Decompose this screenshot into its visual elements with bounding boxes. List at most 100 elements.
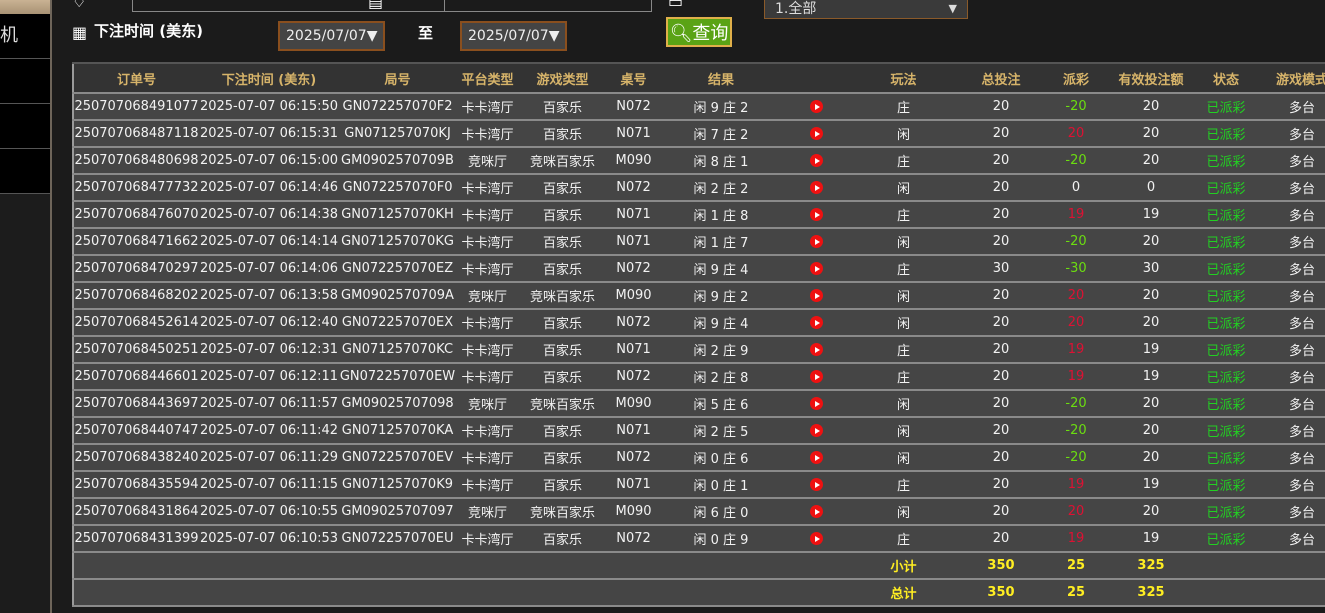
result-cell: 闲 9 庄 2: [661, 282, 781, 310]
play-video-icon[interactable]: [809, 478, 823, 491]
platform-type-cell: 卡卡湾厅: [456, 120, 519, 148]
play-video-icon[interactable]: [809, 289, 823, 302]
bet-type-cell: 闲: [851, 282, 956, 310]
status-cell: 已派彩: [1196, 120, 1256, 148]
total-bet-cell: 20: [956, 309, 1046, 337]
game-type-cell: 竞咪百家乐: [519, 147, 606, 175]
bet-type-cell: 庄: [851, 255, 956, 283]
sidebar-item[interactable]: [0, 104, 50, 149]
play-video-icon[interactable]: [809, 316, 823, 329]
bet-time-cell: 2025-07-07 06:14:46: [199, 174, 339, 202]
platform-type-cell: 卡卡湾厅: [456, 201, 519, 229]
round-id-cell: GN071257070K9: [339, 471, 456, 499]
payout-cell: -20: [1046, 147, 1106, 175]
bet-records-table: 订单号 下注时间 (美东) 局号 平台类型 游戏类型 桌号 结果 玩法 总投注 派彩 有效投注额 状态…: [72, 62, 1325, 607]
table-id-cell: N072: [606, 174, 661, 202]
sidebar: 机: [0, 0, 52, 613]
sidebar-item[interactable]: [0, 149, 50, 194]
replay-cell: [781, 498, 851, 526]
table-row: 250707068491077 2025-07-07 06:15:50 GN0722…: [73, 93, 1325, 121]
sidebar-item[interactable]: 机: [0, 14, 50, 59]
total-bet-cell: 20: [956, 498, 1046, 526]
replay-cell: [781, 471, 851, 499]
table-id-cell: M090: [606, 282, 661, 310]
play-video-icon[interactable]: [809, 505, 823, 518]
platform-type-cell: 卡卡湾厅: [456, 174, 519, 202]
replay-cell: [781, 120, 851, 148]
order-id-cell: 250707068435594: [73, 471, 199, 499]
play-video-icon[interactable]: [809, 370, 823, 383]
play-video-icon[interactable]: [809, 181, 823, 194]
total-bet-cell: 20: [956, 282, 1046, 310]
date-to-picker[interactable]: 2025/07/07▼: [460, 21, 568, 51]
table-row: 250707068440747 2025-07-07 06:11:42 GN0712…: [73, 417, 1325, 445]
table-id-cell: N071: [606, 471, 661, 499]
location-icon: ♢: [72, 0, 87, 11]
game-mode-cell: 多台: [1256, 282, 1325, 310]
order-id-cell: 250707068438240: [73, 444, 199, 472]
play-video-icon[interactable]: [809, 451, 823, 464]
empty-cell: [73, 552, 851, 580]
game-mode-cell: 多台: [1256, 174, 1325, 202]
game-type-cell: 百家乐: [519, 120, 606, 148]
play-video-icon[interactable]: [809, 100, 823, 113]
document-icon: ▤: [368, 0, 384, 11]
payout-cell: 0: [1046, 174, 1106, 202]
platform-select[interactable]: 1.全部 ▼: [764, 0, 968, 19]
payout-cell: -20: [1046, 228, 1106, 256]
sidebar-item[interactable]: [0, 59, 50, 104]
result-cell: 闲 9 庄 4: [661, 309, 781, 337]
total-bet-cell: 20: [956, 471, 1046, 499]
order-id-cell: 250707068431864: [73, 498, 199, 526]
date-from-picker[interactable]: 2025/07/07▼: [278, 21, 386, 51]
game-mode-cell: 多台: [1256, 93, 1325, 121]
total-bet-cell: 20: [956, 147, 1046, 175]
date-to-value: 2025/07/07: [468, 28, 549, 44]
valid-bet-cell: 20: [1106, 147, 1196, 175]
play-video-icon[interactable]: [809, 154, 823, 167]
sidebar-header: [0, 0, 50, 14]
total-bet-cell: 20: [956, 228, 1046, 256]
game-mode-cell: 多台: [1256, 255, 1325, 283]
bet-type-cell: 庄: [851, 363, 956, 391]
replay-cell: [781, 282, 851, 310]
subtotal-valid-bet: 325: [1106, 552, 1196, 580]
play-video-icon[interactable]: [809, 127, 823, 140]
result-cell: 闲 9 庄 2: [661, 93, 781, 121]
game-mode-cell: 多台: [1256, 309, 1325, 337]
game-type-cell: 竞咪百家乐: [519, 390, 606, 418]
play-video-icon[interactable]: [809, 343, 823, 356]
bet-type-cell: 闲: [851, 120, 956, 148]
game-mode-cell: 多台: [1256, 444, 1325, 472]
column-header: 玩法: [851, 63, 956, 94]
table-row: 250707068452614 2025-07-07 06:12:40 GN0722…: [73, 309, 1325, 337]
play-video-icon[interactable]: [809, 424, 823, 437]
game-type-cell: 百家乐: [519, 174, 606, 202]
play-video-icon[interactable]: [809, 397, 823, 410]
bet-time-cell: 2025-07-07 06:12:11: [199, 363, 339, 391]
table-id-cell: N071: [606, 201, 661, 229]
status-cell: 已派彩: [1196, 390, 1256, 418]
platform-type-cell: 卡卡湾厅: [456, 363, 519, 391]
replay-cell: [781, 390, 851, 418]
column-header: 总投注: [956, 63, 1046, 94]
game-mode-cell: 多台: [1256, 525, 1325, 553]
table-row: 250707068470297 2025-07-07 06:14:06 GN0722…: [73, 255, 1325, 283]
play-video-icon[interactable]: [809, 235, 823, 248]
empty-cell: [1196, 579, 1325, 607]
bet-time-cell: 2025-07-07 06:14:14: [199, 228, 339, 256]
play-video-icon[interactable]: [809, 208, 823, 221]
column-header: 游戏模式: [1256, 63, 1325, 94]
valid-bet-cell: 19: [1106, 336, 1196, 364]
total-bet-cell: 20: [956, 174, 1046, 202]
status-cell: 已派彩: [1196, 336, 1256, 364]
play-video-icon[interactable]: [809, 532, 823, 545]
query-button[interactable]: 🔍︎查询: [666, 17, 732, 47]
payout-cell: 19: [1046, 336, 1106, 364]
table-row: 250707068435594 2025-07-07 06:11:15 GN0712…: [73, 471, 1325, 499]
column-header: 有效投注额: [1106, 63, 1196, 94]
play-video-icon[interactable]: [809, 262, 823, 275]
filter-input-2[interactable]: [444, 0, 652, 12]
replay-cell: [781, 174, 851, 202]
game-type-cell: 百家乐: [519, 336, 606, 364]
